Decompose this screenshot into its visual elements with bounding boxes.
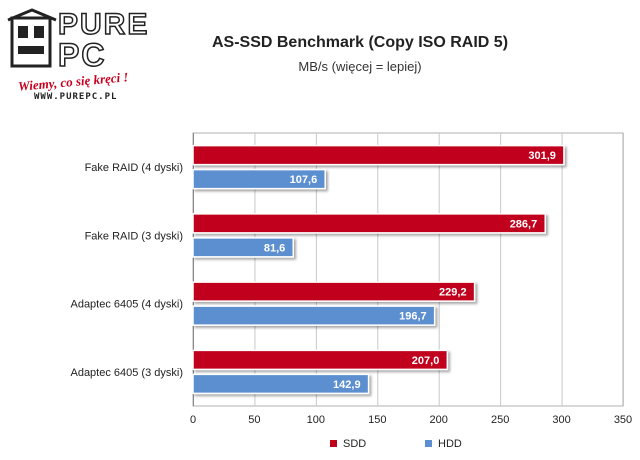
- chart-subtitle: MB/s (więcej = lepiej): [298, 59, 422, 74]
- bar-data-label: 196,7: [399, 311, 427, 323]
- category-label: Adaptec 6405 (4 dyski): [70, 299, 183, 311]
- x-tick-label: 100: [307, 414, 325, 426]
- legend-label: SDD: [343, 438, 367, 450]
- chart-title: AS-SSD Benchmark (Copy ISO RAID 5): [211, 34, 509, 51]
- category-label: Fake RAID (3 dyski): [85, 230, 183, 242]
- logo-text-line2: PC: [57, 37, 107, 73]
- category-label: Fake RAID (4 dyski): [85, 162, 183, 174]
- legend-swatch: [330, 440, 337, 447]
- bar-sdd: [192, 144, 565, 166]
- x-tick-label: 350: [614, 414, 632, 426]
- logo-text-line1: PURE: [57, 8, 150, 41]
- bar-data-label: 207,0: [412, 355, 440, 367]
- x-tick-label: 50: [248, 414, 260, 426]
- bar-hdd: [192, 168, 326, 190]
- bar-sdd: [192, 349, 449, 371]
- legend-label: HDD: [438, 438, 462, 450]
- bar-data-label: 81,6: [264, 242, 285, 254]
- x-tick-label: 200: [430, 414, 448, 426]
- bar-sdd: [192, 281, 476, 302]
- logo-url: WWW.PUREPC.PL: [34, 92, 118, 102]
- bar-hdd: [192, 237, 295, 258]
- x-tick-label: 0: [190, 414, 196, 426]
- purepc-mascot-icon: [7, 8, 57, 68]
- bar-data-label: 286,7: [510, 218, 538, 230]
- bar-sdd: [192, 213, 546, 234]
- x-tick-label: 150: [368, 414, 386, 426]
- legend-entry-sdd: SDD: [330, 438, 366, 450]
- bar-data-label: 107,6: [290, 174, 318, 186]
- bar-hdd: [192, 373, 370, 395]
- legend-swatch: [425, 440, 432, 447]
- x-tick-label: 300: [552, 414, 570, 426]
- x-tick-label: 250: [491, 414, 509, 426]
- purepc-logo: PURE PC Wiemy, co się kręci ! WWW.PUREPC…: [4, 6, 172, 106]
- category-label: Adaptec 6405 (3 dyski): [70, 367, 183, 379]
- legend-entry-hdd: HDD: [425, 438, 462, 450]
- bar-data-label: 229,2: [439, 287, 467, 299]
- bar-data-label: 142,9: [333, 379, 361, 391]
- bar-hdd: [192, 305, 436, 326]
- bar-data-label: 301,9: [528, 150, 556, 162]
